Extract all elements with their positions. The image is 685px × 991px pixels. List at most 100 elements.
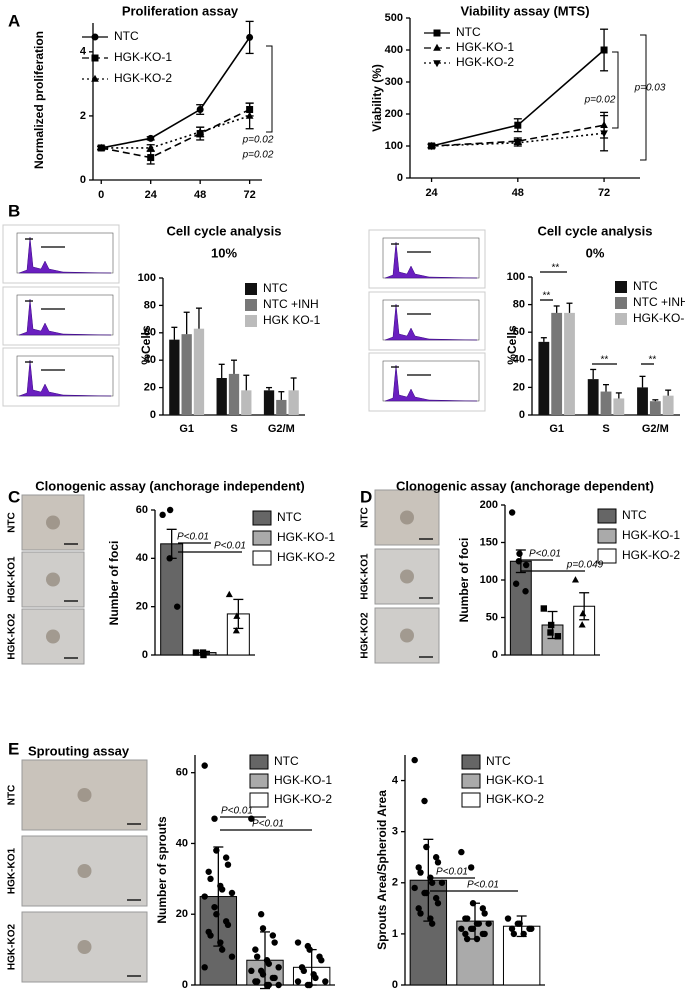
flow-histogram (384, 241, 478, 279)
annotation: P<0.01 (252, 819, 284, 830)
bar (587, 379, 599, 415)
legend-marker (433, 60, 441, 68)
data-point (248, 967, 255, 975)
flow-image (368, 352, 486, 412)
chart-title: Clonogenic assay (anchorage dependent) (396, 478, 654, 493)
micrograph-cell (77, 864, 92, 878)
data-point (217, 939, 224, 946)
y-axis-label: Number of foci (457, 538, 471, 623)
flow-image (2, 347, 120, 407)
data-point (213, 911, 220, 918)
annotation: P<0.01 (177, 532, 209, 543)
y-tick-label: 1 (392, 928, 398, 940)
y-tick-label: 0 (80, 174, 86, 186)
y-tick-label: 80 (144, 299, 156, 311)
flow-image (368, 229, 486, 289)
legend-swatch (615, 297, 627, 309)
legend-label: NTC (277, 510, 302, 524)
annotation: p=0.03 (634, 83, 666, 94)
data-point (213, 847, 220, 854)
annotation: p=0.02 (242, 150, 274, 161)
y-tick-label: 20 (136, 601, 148, 613)
y-tick-label: 80 (513, 299, 525, 311)
chart-title: Clonogenic assay (anchorage independent) (35, 478, 304, 493)
image-label: HGK-KO2 (7, 613, 18, 660)
bar (551, 312, 563, 415)
data-point (512, 580, 520, 587)
micrograph-cell (77, 788, 92, 802)
data-point (211, 815, 218, 822)
legend-swatch (245, 283, 257, 295)
legend-label: HGK-KO-2 (114, 71, 172, 85)
y-tick-label: 40 (513, 354, 525, 366)
legend-label: HGK-KO-1 (456, 40, 514, 54)
y-tick-label: 60 (136, 504, 148, 516)
y-tick-label: 500 (385, 12, 403, 24)
data-point (218, 886, 226, 893)
y-tick-label: 4 (392, 774, 399, 786)
data-point (417, 910, 424, 917)
data-point (201, 762, 208, 769)
data-point (322, 978, 329, 985)
data-point (265, 960, 273, 967)
data-point (275, 981, 282, 989)
data-point (294, 978, 302, 985)
y-tick-label: 200 (385, 108, 403, 120)
x-tick-label: G1 (549, 423, 564, 435)
data-point (508, 509, 516, 516)
flow-histogram (18, 359, 112, 397)
bar (263, 390, 275, 415)
legend-swatch (245, 315, 257, 327)
data-point (201, 964, 208, 971)
data-point (159, 511, 166, 519)
bar (169, 339, 180, 415)
legend-label: NTC (263, 281, 288, 295)
data-point (579, 609, 587, 617)
annotation: P<0.01 (467, 880, 499, 891)
data-point (473, 935, 481, 943)
legend-swatch (252, 510, 272, 526)
y-tick-label: 0 (397, 172, 403, 184)
legend-label: NTC +INH (633, 295, 685, 309)
image-label: HGK-KO2 (360, 612, 371, 659)
x-tick-label: S (230, 423, 237, 435)
y-tick-label: 3 (392, 826, 398, 838)
data-point (252, 946, 259, 953)
bar (193, 328, 205, 415)
legend-marker (433, 29, 441, 37)
data-point (199, 649, 207, 656)
data-point (233, 612, 241, 619)
y-axis-label: Sprouts Area/Spheroid Area (375, 790, 389, 950)
legend-label: NTC (114, 29, 139, 43)
bar (241, 390, 252, 415)
x-tick-label: G2/M (642, 423, 669, 435)
image-label: HGK-KO1 (7, 556, 18, 603)
data-point (528, 925, 535, 932)
flow-image (368, 291, 486, 351)
y-tick-label: 60 (144, 327, 156, 339)
series-line (101, 108, 250, 159)
flow-histogram (384, 364, 478, 402)
legend-label: NTC (274, 754, 299, 768)
data-point (415, 864, 422, 871)
data-point (207, 875, 214, 883)
data-point (427, 143, 436, 151)
y-axis-label: Number of sprouts (155, 816, 169, 924)
series-line (101, 36, 251, 149)
bar (613, 398, 625, 415)
bar (181, 334, 192, 415)
data-point (571, 576, 579, 583)
chart-subtitle: 0% (586, 245, 605, 260)
data-point (218, 946, 226, 953)
y-tick-label: 2 (392, 877, 398, 889)
legend-swatch (615, 313, 627, 325)
legend-label: HGK-KO-1 (114, 50, 172, 64)
chart-title: Proliferation assay (122, 3, 239, 18)
legend-label: HGK-KO-1 (486, 773, 544, 787)
data-point (458, 925, 465, 932)
data-point (207, 932, 214, 939)
legend-swatch (615, 281, 627, 293)
data-point (434, 859, 442, 866)
x-tick-label: 48 (512, 187, 524, 199)
panel-label: D (360, 487, 372, 506)
